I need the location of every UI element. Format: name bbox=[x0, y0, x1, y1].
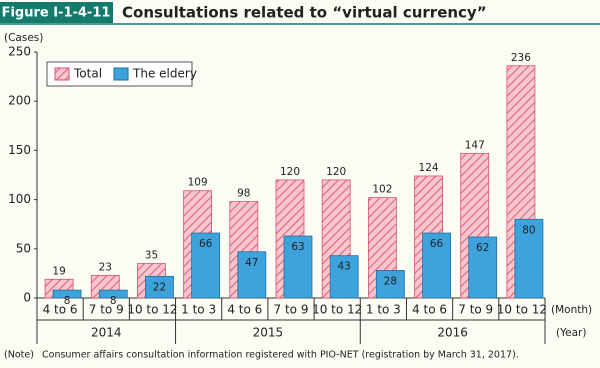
year-label: 2014 bbox=[91, 326, 122, 340]
data-label: 47 bbox=[245, 257, 258, 269]
x-tick-label: 10 to 12 bbox=[312, 303, 362, 317]
data-label: 98 bbox=[237, 188, 250, 200]
year-label: 2015 bbox=[253, 326, 284, 340]
figure-label: Figure Ⅰ-1-4-11 bbox=[2, 6, 111, 21]
bar bbox=[514, 218, 544, 299]
data-label: 147 bbox=[465, 139, 485, 151]
x-axis-label: (Month) bbox=[551, 304, 592, 316]
data-label: 102 bbox=[372, 184, 392, 196]
data-label: 120 bbox=[326, 166, 346, 178]
x-tick-label: 7 to 9 bbox=[458, 303, 493, 317]
data-label: 63 bbox=[291, 241, 304, 253]
bar bbox=[329, 255, 359, 299]
data-label: 8 bbox=[64, 295, 71, 307]
x-tick-label: 4 to 6 bbox=[227, 303, 262, 317]
bar bbox=[145, 275, 174, 299]
legend-label: The eldery bbox=[132, 67, 197, 81]
note-label: (Note) bbox=[4, 350, 34, 361]
data-label: 66 bbox=[430, 238, 444, 250]
legend-box bbox=[46, 61, 193, 87]
y-tick-label: 250 bbox=[8, 45, 31, 59]
x-tick-label: 10 to 12 bbox=[497, 303, 547, 317]
data-label: 109 bbox=[188, 177, 208, 189]
x2-axis-label: (Year) bbox=[556, 327, 586, 339]
y-tick-label: 0 bbox=[23, 291, 31, 305]
figure-label-box bbox=[0, 2, 113, 23]
bar bbox=[237, 251, 267, 299]
x-tick-label: 7 to 9 bbox=[274, 303, 309, 317]
bar bbox=[375, 270, 405, 299]
legend-swatch bbox=[54, 67, 70, 81]
data-label: 236 bbox=[511, 52, 531, 64]
data-label: 22 bbox=[153, 281, 166, 293]
data-label: 23 bbox=[99, 261, 112, 273]
y-tick-label: 200 bbox=[8, 94, 31, 108]
x-tick-label: 10 to 12 bbox=[127, 303, 177, 317]
bar bbox=[98, 289, 128, 299]
y-tick-label: 150 bbox=[8, 143, 31, 157]
data-label: 35 bbox=[145, 250, 158, 262]
data-label: 43 bbox=[337, 261, 350, 273]
x-tick-label: 4 to 6 bbox=[43, 303, 78, 317]
year-label: 2016 bbox=[437, 326, 468, 340]
y-tick-label: 50 bbox=[16, 241, 31, 255]
bar bbox=[283, 235, 313, 299]
data-label: 19 bbox=[52, 265, 65, 277]
y-tick-label: 100 bbox=[8, 192, 31, 206]
data-label: 66 bbox=[199, 238, 213, 250]
data-label: 124 bbox=[419, 162, 439, 174]
chart-title: Consultations related to “virtual curren… bbox=[122, 4, 487, 22]
data-label: 28 bbox=[384, 275, 397, 287]
bar bbox=[422, 232, 451, 299]
data-label: 8 bbox=[110, 295, 117, 307]
x-tick-label: 7 to 9 bbox=[89, 303, 124, 317]
bar bbox=[52, 289, 82, 299]
x-tick-label: 1 to 3 bbox=[181, 303, 216, 317]
note: Consumer affairs consultation informatio… bbox=[42, 350, 519, 361]
x-tick-label: 4 to 6 bbox=[412, 303, 447, 317]
x-tick-label: 1 to 3 bbox=[366, 303, 401, 317]
data-label: 120 bbox=[280, 166, 300, 178]
bar bbox=[191, 232, 221, 299]
data-label: 80 bbox=[522, 224, 535, 236]
y-axis-label: (Cases) bbox=[4, 32, 43, 44]
legend-swatch bbox=[113, 67, 129, 81]
bar bbox=[468, 236, 498, 299]
data-label: 62 bbox=[476, 242, 489, 254]
legend-label: Total bbox=[73, 67, 102, 81]
